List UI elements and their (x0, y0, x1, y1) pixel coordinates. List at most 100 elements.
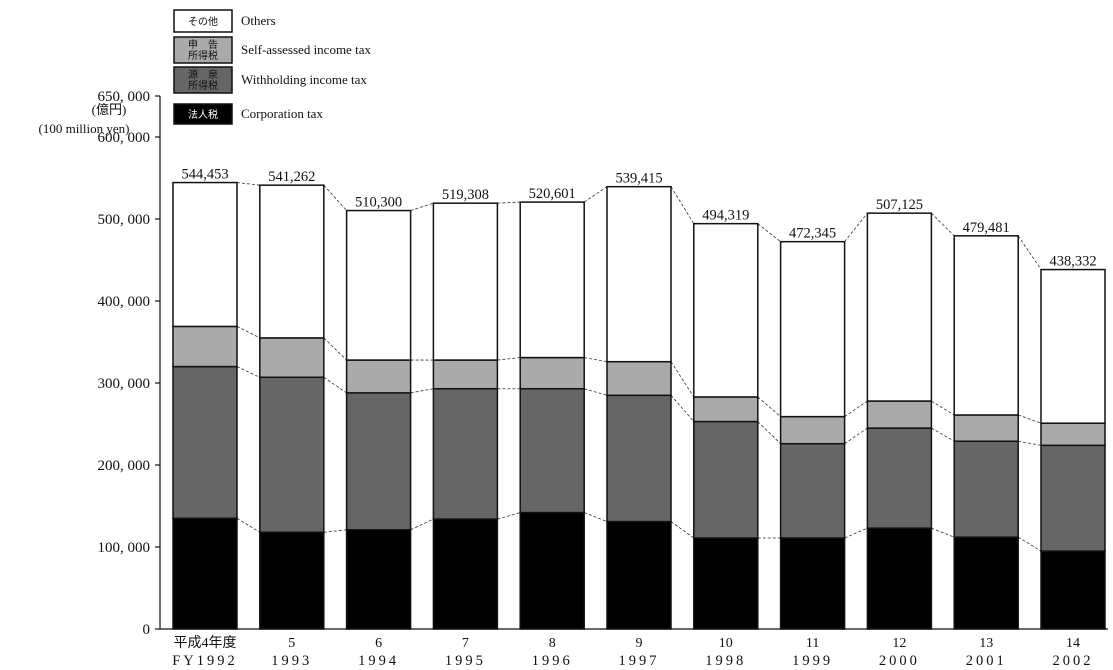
bar-segment-others (866, 212, 933, 402)
legend-jp-label-self_assessed: 所得税 (188, 49, 218, 62)
bar-segment-withholding (606, 394, 672, 523)
bar-segment-withholding (953, 440, 1019, 538)
x-tick-label-jp: 5 (288, 636, 295, 651)
bar-segment-corporation (1040, 550, 1106, 630)
connector-line-others (931, 212, 955, 237)
connector-line-withholding (236, 366, 260, 378)
connector-line-others (670, 186, 695, 224)
legend-label-corporation: Corporation tax (241, 106, 323, 121)
connector-line-self_assessed (236, 326, 260, 339)
bar-segment-self_assessed (693, 396, 759, 423)
segment-connector-lines (236, 182, 1042, 552)
bar-segment-others (259, 184, 325, 339)
y-unit-jp: (億円) (92, 102, 127, 117)
bar-segment-self_assessed (519, 356, 585, 390)
y-tick-label: 100, 000 (98, 540, 151, 556)
y-tick-label: 0 (143, 622, 151, 638)
connector-line-corporation (410, 518, 434, 531)
legend-jp-label-self_assessed: 申 告 (188, 38, 218, 51)
connector-line-self_assessed (323, 337, 347, 361)
x-tick-label-fy: 2001 (966, 653, 1007, 669)
x-tick-label-fy: 1997 (619, 653, 660, 669)
bar-segment-others (432, 202, 499, 361)
y-axis-unit-label: (億円) (100 million yen) (39, 102, 130, 136)
bar-segment-withholding (519, 387, 585, 514)
bar-segment-self_assessed (432, 359, 499, 390)
connector-line-self_assessed (757, 396, 781, 417)
y-tick-label: 600, 000 (98, 130, 151, 146)
bar-segment-corporation (779, 537, 846, 630)
connector-line-withholding (931, 427, 955, 442)
x-tick-label-jp: 13 (979, 636, 993, 651)
bar-segment-withholding (693, 420, 759, 539)
legend-jp-label-withholding: 所得税 (188, 79, 218, 92)
x-tick-label-fy: 1994 (358, 653, 399, 669)
x-tick-label-jp: 14 (1066, 636, 1080, 651)
x-tick-label-jp: 10 (719, 636, 733, 651)
legend-label-others: Others (241, 13, 276, 28)
legend-swatch-corporation (173, 103, 233, 125)
x-tick-label-jp: 11 (806, 636, 819, 651)
connector-line-corporation (584, 512, 608, 522)
legend-label-withholding: Withholding income tax (241, 72, 367, 87)
bar-segment-others (345, 209, 412, 361)
connector-line-others (410, 202, 434, 211)
bar-total-label: 494,319 (702, 208, 749, 224)
bar-segment-withholding (1040, 444, 1106, 552)
legend-swatch-self_assessed (173, 36, 233, 64)
connector-line-others (757, 223, 781, 242)
connector-line-corporation (497, 512, 521, 520)
x-axis: 平成4年度 FY1992 5 1993 6 1994 7 1995 8 1996 9 1997 10 19… (160, 628, 1108, 669)
connector-line-self_assessed (670, 361, 695, 398)
connector-line-others (497, 201, 521, 204)
x-tick-label-jp: 平成4年度 (174, 635, 237, 651)
y-tick-label: 650, 000 (98, 89, 151, 105)
bar-total-label: 510,300 (355, 195, 402, 211)
bar-segment-corporation (953, 536, 1019, 630)
bar-group (172, 181, 1106, 630)
y-axis: 0 100, 000 200, 000 300, 000 400, 000 500, 00… (98, 89, 161, 638)
connector-line-self_assessed (497, 357, 521, 361)
bar-segment-corporation (693, 537, 759, 630)
bar-segment-withholding (779, 442, 846, 539)
bar-segment-others (779, 240, 846, 418)
bar-segment-self_assessed (172, 325, 238, 368)
bar-segment-self_assessed (606, 360, 672, 397)
bar-total-label: 544,453 (181, 167, 228, 183)
y-tick-label: 400, 000 (98, 294, 151, 310)
bar-total-label: 507,125 (876, 197, 923, 213)
bar-segment-self_assessed (779, 415, 846, 445)
bar-total-label: 519,308 (442, 187, 489, 203)
x-tick-label-jp: 9 (636, 636, 643, 651)
x-tick-label-fy: 1995 (445, 653, 486, 669)
bar-segment-others (519, 201, 585, 359)
bar-segment-withholding (172, 365, 238, 520)
legend-jp-label-corporation: 法人税 (188, 108, 218, 121)
bar-total-label: 520,601 (529, 186, 576, 202)
connector-line-self_assessed (844, 400, 868, 417)
connector-line-others (1017, 235, 1042, 270)
x-tick-label-jp: 12 (892, 636, 906, 651)
connector-line-corporation (323, 529, 347, 533)
bar-segment-withholding (345, 392, 412, 531)
bar-segment-self_assessed (953, 414, 1019, 442)
y-tick-label: 200, 000 (98, 458, 151, 474)
bar-segment-corporation (866, 527, 933, 630)
connector-line-withholding (323, 376, 347, 394)
x-tick-label-jp: 6 (375, 636, 382, 651)
connector-line-corporation (844, 527, 868, 539)
x-tick-label-fy: 1999 (792, 653, 833, 669)
bar-segment-others (1040, 268, 1106, 424)
x-tick-label-fy: FY1992 (172, 653, 238, 669)
bar-total-label: 541,262 (268, 169, 315, 185)
y-tick-label: 300, 000 (98, 376, 151, 392)
connector-line-others (844, 212, 868, 242)
x-tick-label-fy: 1996 (532, 653, 573, 669)
bar-segment-others (606, 185, 672, 363)
connector-line-others (323, 184, 347, 211)
bar-segment-self_assessed (345, 359, 412, 394)
connector-line-withholding (1018, 440, 1042, 446)
x-tick-label-fy: 2002 (1053, 653, 1094, 669)
x-tick-label-fy: 1998 (705, 653, 746, 669)
bar-segment-others (172, 181, 238, 328)
